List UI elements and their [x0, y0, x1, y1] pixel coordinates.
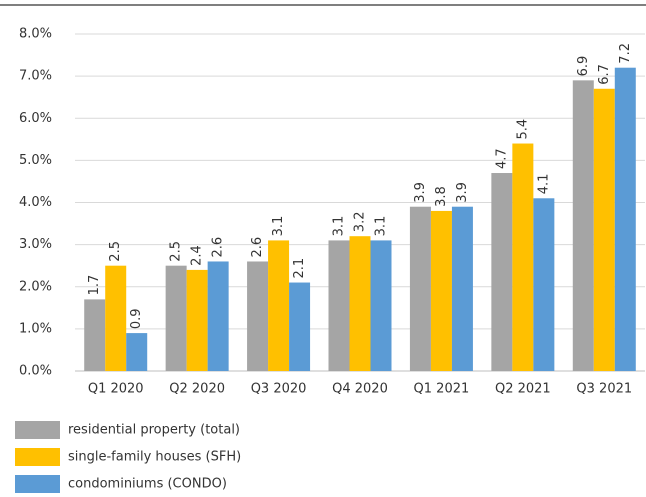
- legend-swatch: [15, 421, 60, 439]
- legend-label: single-family houses (SFH): [68, 450, 241, 465]
- bar: [349, 236, 371, 371]
- data-label: 3.8: [434, 186, 449, 207]
- bar: [409, 206, 431, 371]
- data-label: 3.1: [271, 216, 286, 237]
- data-label: 2.5: [169, 241, 184, 262]
- bar: [491, 173, 513, 371]
- bar: [268, 240, 290, 371]
- bar: [328, 240, 350, 371]
- data-label: 4.7: [494, 148, 509, 169]
- y-tick-label: 4.0%: [19, 195, 52, 210]
- bar: [126, 333, 148, 371]
- x-tick-label: Q2 2020: [169, 382, 225, 397]
- data-label: 2.1: [292, 258, 307, 279]
- data-label: 3.1: [374, 216, 389, 237]
- x-tick-label: Q4 2020: [332, 382, 388, 397]
- x-tick-label: Q1 2021: [414, 382, 470, 397]
- data-label: 1.7: [87, 275, 102, 296]
- data-label: 6.7: [597, 64, 612, 85]
- data-label: 2.6: [211, 237, 226, 258]
- data-label: 6.9: [576, 56, 591, 77]
- bar: [165, 265, 187, 371]
- bar: [370, 240, 392, 371]
- legend-label: residential property (total): [68, 423, 240, 438]
- bar: [186, 269, 208, 371]
- bar: [105, 265, 127, 371]
- legend-label: condominiums (CONDO): [68, 477, 227, 492]
- y-tick-label: 2.0%: [19, 279, 52, 294]
- bar: [614, 67, 636, 371]
- legend-swatch: [15, 475, 60, 493]
- data-label: 2.6: [250, 237, 265, 258]
- legend-swatch: [15, 448, 60, 466]
- bar: [572, 80, 594, 372]
- data-label: 5.4: [515, 119, 530, 140]
- x-tick-label: Q3 2020: [251, 382, 307, 397]
- bar: [593, 88, 615, 371]
- data-label: 0.9: [129, 308, 144, 329]
- bar: [289, 282, 311, 371]
- bar: [207, 261, 229, 371]
- y-tick-label: 6.0%: [19, 111, 52, 126]
- y-tick-label: 0.0%: [19, 364, 52, 379]
- bar: [84, 299, 106, 371]
- bar: [533, 198, 555, 371]
- y-tick-label: 3.0%: [19, 237, 52, 252]
- data-label: 4.1: [536, 174, 551, 195]
- x-tick-label: Q2 2021: [495, 382, 551, 397]
- data-label: 3.2: [353, 212, 368, 233]
- y-tick-label: 5.0%: [19, 153, 52, 168]
- data-label: 2.4: [190, 245, 205, 266]
- bar: [247, 261, 269, 371]
- data-label: 7.2: [618, 43, 633, 64]
- bar: [512, 143, 534, 371]
- data-label: 2.5: [108, 241, 123, 262]
- bar: [430, 210, 452, 371]
- bar: [451, 206, 473, 371]
- data-label: 3.1: [332, 216, 347, 237]
- data-label: 3.9: [455, 182, 470, 203]
- y-tick-label: 1.0%: [19, 321, 52, 336]
- x-tick-label: Q1 2020: [88, 382, 144, 397]
- x-tick-label: Q3 2021: [576, 382, 632, 397]
- data-label: 3.9: [413, 182, 428, 203]
- y-tick-label: 7.0%: [19, 69, 52, 84]
- y-tick-label: 8.0%: [19, 27, 52, 42]
